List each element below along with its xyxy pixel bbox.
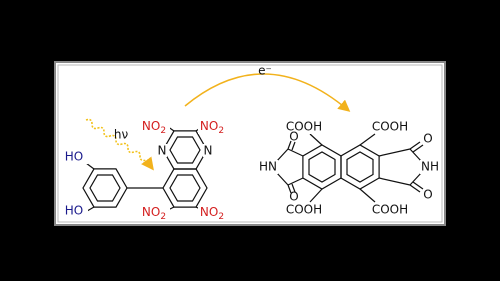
- nitro-text: NO: [200, 119, 218, 133]
- aromatic-ring: [308, 151, 336, 183]
- imide: HN: [259, 160, 277, 174]
- carbonyl-oxygen: O: [423, 132, 432, 146]
- nitro-subscript: 2: [160, 212, 166, 222]
- aromatic-ring: [169, 136, 201, 164]
- bond: [287, 184, 292, 194]
- nitro-subscript: 2: [218, 212, 224, 222]
- ring-nitrogen: N: [204, 144, 213, 158]
- label-bg: [290, 120, 318, 134]
- bond: [275, 148, 289, 163]
- label-bg: [258, 160, 278, 174]
- bond: [287, 140, 292, 150]
- label-bg: [140, 119, 170, 134]
- carboxyl: COOH: [286, 203, 322, 217]
- bond: [309, 133, 323, 146]
- bond: [291, 183, 296, 193]
- hydroxyl: HO: [65, 150, 83, 164]
- aromatic-ring: [169, 174, 201, 202]
- ring: [82, 168, 128, 208]
- bond: [287, 148, 304, 157]
- electron-transfer-arrow: [184, 73, 351, 112]
- bond: [409, 184, 421, 193]
- carbonyl-oxygen: O: [423, 188, 432, 202]
- label-bg: [140, 205, 170, 220]
- label-bg: [376, 120, 404, 134]
- carbonyl-oxygen: O: [289, 130, 298, 144]
- label-bg: [157, 144, 167, 157]
- bond: [359, 188, 376, 203]
- bond: [412, 181, 424, 190]
- bond: [409, 148, 423, 163]
- imide: NH: [421, 160, 439, 174]
- bond: [359, 133, 376, 146]
- nitro-group: NO2: [142, 119, 166, 136]
- bond: [412, 144, 424, 153]
- nitro-group: NO2: [142, 205, 166, 222]
- frame: [54, 61, 446, 226]
- nitro-text: NO: [200, 205, 218, 219]
- label-bg: [60, 150, 88, 164]
- label-bg: [290, 203, 318, 217]
- bond: [309, 188, 323, 203]
- bond: [409, 171, 423, 186]
- label-bg: [60, 204, 88, 218]
- nitro-text: NO: [142, 205, 160, 219]
- bond: [291, 141, 296, 151]
- aromatic-ring: [89, 174, 121, 202]
- label-bg: [203, 144, 213, 157]
- carboxyl: COOH: [372, 203, 408, 217]
- nitro-text: NO: [142, 119, 160, 133]
- nitro-group: NO2: [200, 119, 224, 136]
- aromatic-ring: [346, 151, 374, 183]
- carboxyl: COOH: [286, 120, 322, 134]
- label-bg: [420, 160, 440, 174]
- light-label: hν: [114, 128, 129, 142]
- nitro-subscript: 2: [160, 126, 166, 136]
- carboxyl: COOH: [372, 120, 408, 134]
- frame-inner: [57, 64, 443, 223]
- light-arrow: [85, 118, 154, 171]
- carbonyl-oxygen: O: [289, 190, 298, 204]
- nitro-group: NO2: [200, 205, 224, 222]
- ring-nitrogen: N: [158, 144, 167, 158]
- nitro-subscript: 2: [218, 126, 224, 136]
- label-bg: [198, 119, 228, 134]
- hydroxyl: HO: [65, 204, 83, 218]
- label-bg: [198, 205, 228, 220]
- bond: [378, 177, 411, 186]
- bond: [409, 141, 421, 150]
- electron-label: e⁻: [258, 64, 272, 78]
- label-bg: [376, 203, 404, 217]
- bond: [275, 171, 289, 186]
- bond: [378, 148, 411, 157]
- bond: [287, 177, 304, 186]
